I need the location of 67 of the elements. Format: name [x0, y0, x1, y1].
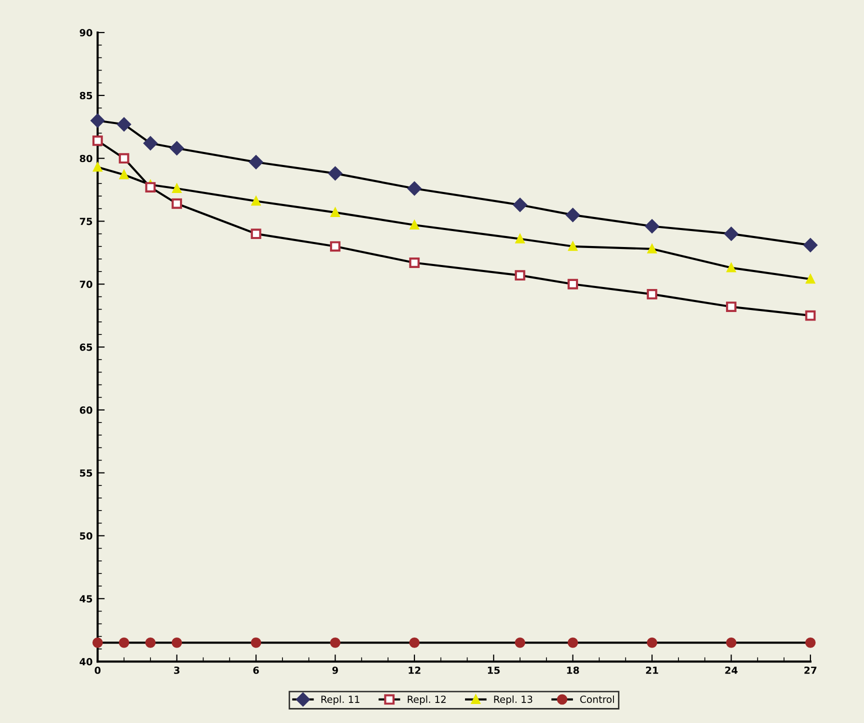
point	[249, 155, 263, 170]
point	[514, 270, 526, 281]
point	[803, 238, 818, 252]
point	[117, 117, 131, 132]
point	[250, 637, 262, 648]
legend-label: Repl. 13	[494, 695, 532, 705]
point	[92, 637, 103, 648]
point	[407, 182, 422, 196]
point	[118, 153, 130, 164]
y-tick-label: 70	[80, 280, 92, 288]
point	[90, 114, 105, 128]
x-tick-label: 3	[174, 666, 180, 674]
point	[409, 637, 420, 648]
point	[805, 637, 816, 648]
point	[410, 220, 419, 230]
point	[330, 637, 340, 648]
point	[250, 228, 262, 240]
x-tick-label: 15	[488, 666, 500, 674]
point	[409, 258, 420, 268]
point	[726, 302, 736, 312]
point	[328, 166, 342, 180]
point	[566, 208, 580, 222]
point	[648, 244, 657, 254]
point	[646, 637, 658, 648]
y-tick-label: 45	[80, 595, 92, 602]
point	[568, 278, 578, 290]
point	[143, 136, 158, 150]
point	[170, 141, 184, 156]
y-tick-label: 40	[80, 658, 92, 666]
x-tick-label: 27	[804, 666, 816, 674]
point	[330, 208, 340, 217]
x-tick-label: 21	[646, 666, 658, 674]
point	[330, 241, 340, 252]
point	[645, 219, 659, 234]
y-tick-label: 90	[80, 29, 92, 36]
point	[172, 637, 182, 648]
x-tick-label: 6	[253, 666, 259, 674]
x-tick-label: 12	[408, 666, 420, 674]
y-tick-label: 50	[80, 532, 92, 540]
x-tick-label: 0	[94, 666, 101, 674]
y-tick-label: 75	[80, 218, 92, 226]
y-tick-label: 80	[80, 154, 92, 162]
point	[92, 136, 103, 146]
point	[118, 637, 130, 648]
point	[568, 242, 578, 251]
y-tick-label: 85	[80, 92, 92, 100]
point	[726, 637, 736, 648]
point	[514, 637, 526, 648]
x-tick-label: 9	[332, 666, 338, 674]
legend-label: Repl. 12	[408, 695, 446, 705]
point	[516, 234, 525, 244]
legend-label: Repl. 11	[321, 695, 360, 705]
point	[145, 182, 156, 192]
x-tick-label: 18	[567, 666, 579, 674]
x-tick-label: 24	[725, 666, 738, 674]
point	[726, 263, 736, 272]
point	[724, 226, 738, 241]
point	[513, 198, 527, 212]
point	[172, 198, 182, 209]
y-tick-label: 55	[80, 469, 92, 477]
y-tick-label: 60	[80, 406, 92, 414]
point	[568, 637, 578, 648]
point	[805, 310, 816, 321]
legend-label: Control	[580, 695, 614, 703]
point	[646, 288, 658, 300]
y-tick-label: 65	[80, 344, 92, 351]
point	[145, 637, 156, 648]
